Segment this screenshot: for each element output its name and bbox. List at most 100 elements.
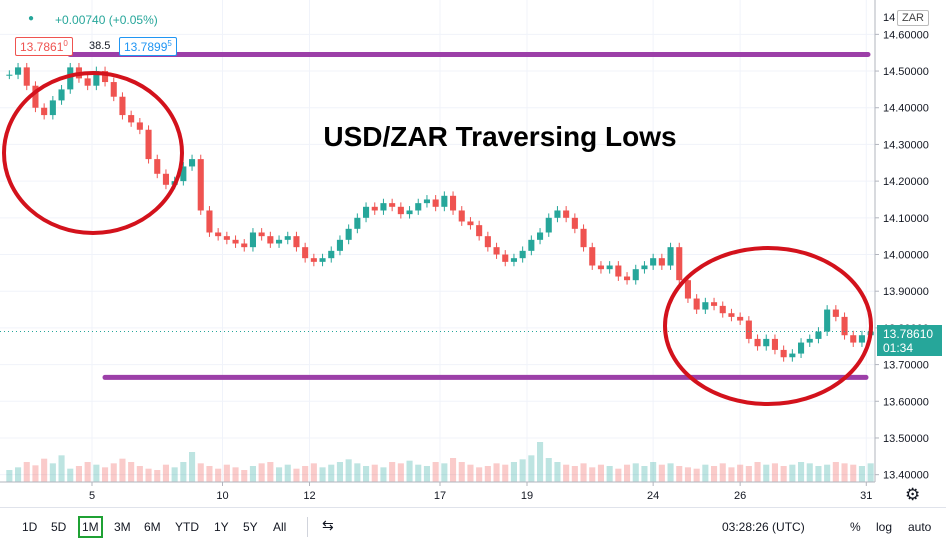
price-tick-label: 13.40000 (883, 470, 929, 482)
volume-bar (171, 467, 178, 482)
volume-bar (676, 466, 683, 482)
candle-body (684, 280, 691, 299)
tf-1d[interactable]: 1D (22, 520, 38, 534)
candle-body (806, 338, 813, 343)
volume-bar (502, 464, 509, 482)
candle-body (728, 313, 735, 317)
candle-body (145, 129, 152, 160)
percent-toggle[interactable]: % (850, 520, 861, 534)
volume-bar (119, 458, 126, 482)
candle-body (215, 232, 222, 237)
tf-all[interactable]: All (273, 520, 287, 534)
tf-1m[interactable]: 1M (78, 516, 103, 538)
volume-bar (467, 464, 474, 482)
candle-body (528, 239, 535, 251)
candle-body (189, 159, 196, 167)
volume-bar (450, 458, 457, 482)
volume-bar (276, 467, 283, 482)
bid-price-box[interactable]: 13.78610 (15, 37, 73, 56)
candle-body (293, 236, 300, 248)
volume-bar (632, 463, 639, 482)
ask-price-sup: 5 (167, 39, 172, 48)
candle-body (554, 210, 561, 218)
candle-body (667, 247, 674, 266)
tf-3m[interactable]: 3M (114, 520, 131, 534)
volume-bar (93, 464, 100, 482)
candle-body (493, 247, 500, 255)
volume-bar (458, 462, 465, 482)
candle-body (789, 353, 796, 358)
utc-clock[interactable]: 03:28:26 (UTC) (722, 520, 805, 534)
volume-bar (650, 462, 657, 482)
price-tick-label: 13.90000 (883, 286, 929, 298)
candle-body (310, 258, 317, 262)
tf-5d[interactable]: 5D (51, 520, 67, 534)
time-tick-label: 19 (521, 490, 533, 502)
chart-grid (0, 0, 875, 482)
volume-bar (667, 463, 674, 482)
volume-bar (354, 463, 361, 482)
tf-ytd[interactable]: YTD (175, 520, 199, 534)
candle-body (267, 236, 274, 244)
candle-body (737, 316, 744, 321)
date-range-icon[interactable]: ⇆ (322, 517, 334, 533)
candle-body (345, 228, 352, 240)
candle-body (832, 309, 839, 317)
candle-body (571, 217, 578, 229)
candle-body (206, 210, 213, 233)
symbol-badge[interactable]: ZAR (897, 10, 929, 26)
volume-bar (658, 464, 665, 482)
candle-body (389, 203, 396, 207)
price-tick-label: 14.50000 (883, 66, 929, 78)
candle-body (432, 199, 439, 207)
volume-bar (763, 464, 770, 482)
volume-bar (493, 463, 500, 482)
volume-bar (641, 466, 648, 482)
candle-body (719, 305, 726, 314)
volume-bar (197, 463, 204, 482)
candle-body (276, 239, 283, 244)
candle-body (102, 71, 109, 83)
candle-body (354, 217, 361, 229)
current-price-tag: 13.78610 01:34 (877, 325, 942, 356)
candlestick-series (0, 62, 875, 362)
volume-bar (67, 468, 74, 482)
volume-bar (745, 466, 752, 482)
candle-body (180, 166, 187, 182)
volume-bar (406, 460, 413, 482)
status-dot: ● (28, 13, 35, 24)
candle-body (23, 67, 30, 86)
volume-bar (128, 462, 135, 482)
tf-5y[interactable]: 5Y (243, 520, 258, 534)
volume-bar (284, 464, 291, 482)
candle-body (711, 302, 718, 306)
settings-gear-icon[interactable]: ⚙ (905, 485, 921, 504)
volume-bar (32, 465, 39, 482)
candle-body (484, 236, 491, 248)
volume-bar (597, 464, 604, 482)
volume-bar (815, 466, 822, 482)
volume-bar (110, 463, 117, 482)
highlight-circle-right (663, 246, 873, 406)
volume-bar (162, 464, 169, 482)
candle-body (32, 85, 39, 108)
tf-1y[interactable]: 1Y (214, 520, 229, 534)
volume-bar (136, 466, 143, 482)
volume-bar (771, 463, 778, 482)
candle-body (450, 195, 457, 211)
candle-body (84, 78, 91, 86)
volume-bar (606, 466, 613, 482)
volume-bar (789, 464, 796, 482)
ask-price-box[interactable]: 13.78995 (119, 37, 177, 56)
volume-bar (145, 468, 152, 482)
volume-bar (754, 462, 761, 482)
auto-toggle[interactable]: auto (908, 520, 932, 534)
price-tick-label: 14.20000 (883, 176, 929, 188)
tf-6m[interactable]: 6M (144, 520, 161, 534)
volume-bar (345, 459, 352, 482)
log-toggle[interactable]: log (876, 520, 893, 534)
volume-bar (302, 466, 309, 482)
volume-bar (615, 468, 622, 482)
volume-bar (719, 463, 726, 482)
